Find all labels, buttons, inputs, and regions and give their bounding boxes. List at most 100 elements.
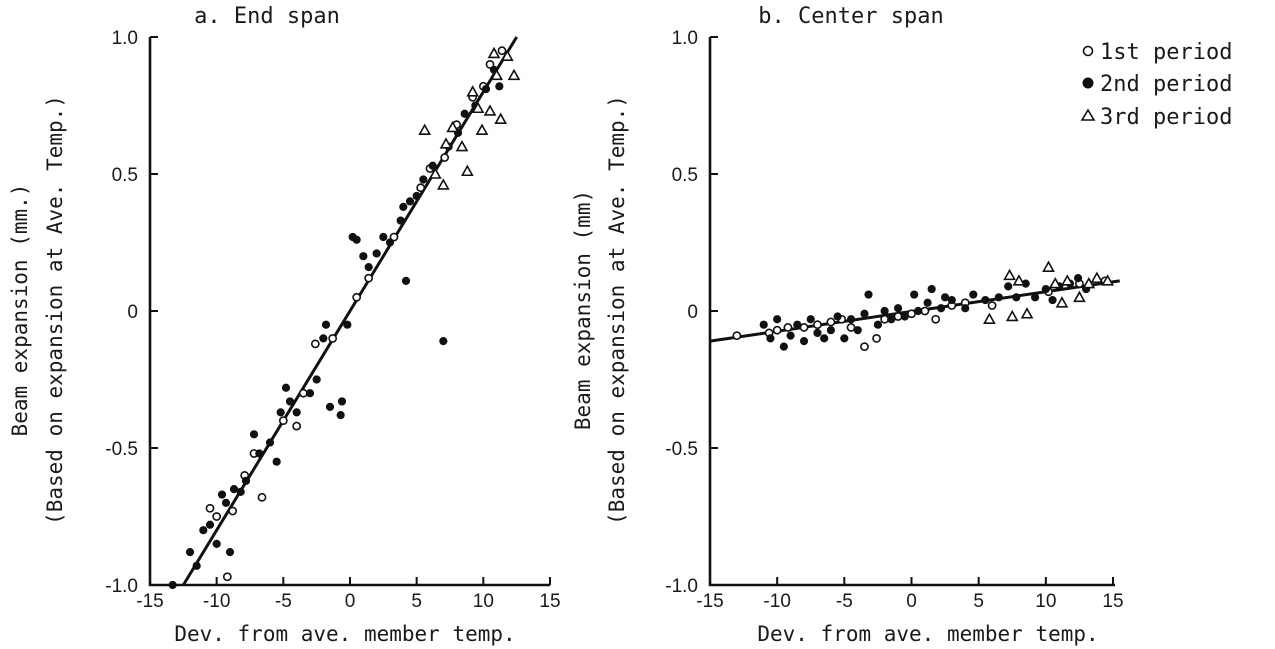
data-point-filled-circle xyxy=(1048,295,1057,305)
data-point-open-circle xyxy=(880,314,890,324)
data-point-filled-circle xyxy=(343,320,352,329)
legend-label: 1st period xyxy=(1100,40,1232,65)
chart-title: a. End span xyxy=(194,4,340,29)
data-point-filled-circle xyxy=(961,304,970,313)
x-tick-label: 10 xyxy=(473,591,494,612)
legend-item-2nd-period: 2nd period xyxy=(1082,72,1232,97)
legend-item-3rd-period: 3rd period xyxy=(1080,105,1232,130)
data-point-filled-circle xyxy=(779,342,788,351)
data-point-filled-circle xyxy=(281,383,291,392)
x-tick-label: 10 xyxy=(1035,591,1056,612)
legend-filled-circle-icon xyxy=(1082,77,1094,89)
data-point-filled-circle xyxy=(272,457,281,466)
y-axis-label-line1: Beam expansion (mm.) xyxy=(8,184,32,437)
data-point-filled-circle xyxy=(241,476,251,485)
data-point-open-triangle xyxy=(1090,271,1104,283)
y-tick-label: -0.5 xyxy=(665,439,698,460)
data-point-open-triangle xyxy=(507,68,521,81)
data-point-filled-circle xyxy=(1004,282,1013,291)
data-point-filled-circle xyxy=(873,320,883,329)
data-point-open-triangle xyxy=(439,137,453,149)
data-point-open-circle xyxy=(298,388,308,398)
data-point-filled-circle xyxy=(893,304,903,313)
data-point-open-circle xyxy=(907,309,916,319)
data-point-open-triangle xyxy=(418,123,432,135)
data-point-open-circle xyxy=(893,312,903,321)
legend-item-1st-period: 1st period xyxy=(1082,40,1232,65)
data-point-filled-circle xyxy=(969,290,978,299)
data-point-open-triangle xyxy=(490,68,504,81)
x-tick-label: -5 xyxy=(275,591,292,612)
data-point-open-circle xyxy=(485,60,495,69)
data-point-open-circle xyxy=(222,572,232,582)
data-point-filled-circle xyxy=(994,293,1003,302)
data-point-open-triangle xyxy=(1020,307,1034,319)
data-point-filled-circle xyxy=(864,290,873,299)
data-point-filled-circle xyxy=(759,320,768,329)
data-point-open-circle xyxy=(846,323,856,332)
data-point-open-triangle xyxy=(436,178,450,190)
data-point-filled-circle xyxy=(840,334,849,343)
data-point-open-circle xyxy=(352,292,362,302)
x-tick-label: 15 xyxy=(1102,591,1123,612)
data-point-open-triangle xyxy=(500,49,514,61)
data-point-filled-circle xyxy=(860,309,869,318)
legend-label: 3rd period xyxy=(1100,105,1232,130)
data-point-open-circle xyxy=(389,232,399,242)
data-point-filled-circle xyxy=(887,315,896,324)
data-point-filled-circle xyxy=(225,548,235,557)
data-point-filled-circle xyxy=(936,304,946,313)
regression-line xyxy=(182,36,518,586)
x-tick-label: 5 xyxy=(973,591,984,612)
data-points xyxy=(168,36,521,590)
data-point-filled-circle xyxy=(249,430,259,439)
data-point-filled-circle xyxy=(236,487,245,496)
data-point-open-circle xyxy=(860,342,869,352)
x-axis-label: Dev. from ave. member temp. xyxy=(757,622,1098,646)
data-point-filled-circle xyxy=(255,449,264,458)
data-point-open-circle xyxy=(416,183,426,193)
data-point-filled-circle xyxy=(336,411,345,420)
legend: 1st period 2nd period 3rd period xyxy=(1080,40,1232,130)
data-point-filled-circle xyxy=(773,315,782,324)
data-point-filled-circle xyxy=(221,498,231,507)
data-point-filled-circle xyxy=(799,337,809,346)
data-point-filled-circle xyxy=(1012,293,1021,302)
y-tick-label: 0.5 xyxy=(672,165,698,186)
data-point-filled-circle xyxy=(428,161,437,170)
data-point-filled-circle xyxy=(880,306,889,316)
data-point-open-triangle xyxy=(466,85,480,97)
data-point-filled-circle xyxy=(766,334,775,343)
data-point-open-triangle xyxy=(1060,274,1074,286)
legend-label: 2nd period xyxy=(1100,72,1232,97)
data-point-filled-circle xyxy=(265,438,275,447)
data-point-filled-circle xyxy=(927,284,936,294)
tick-group: -15 -10 -5 0 5 10 15 1.0 0.5 0 -0.5 -1.0 xyxy=(665,28,1123,612)
data-point-filled-circle xyxy=(1073,274,1083,283)
data-point-open-circle xyxy=(497,46,507,56)
data-point-filled-circle xyxy=(846,315,856,324)
data-point-filled-circle xyxy=(813,328,822,338)
data-point-filled-circle xyxy=(481,84,491,94)
data-point-filled-circle xyxy=(914,306,923,316)
data-point-open-circle xyxy=(826,317,836,327)
x-tick-label: -10 xyxy=(763,591,790,612)
data-point-open-triangle xyxy=(1055,296,1069,308)
data-point-filled-circle xyxy=(168,580,177,590)
data-point-filled-circle xyxy=(940,293,950,302)
data-point-filled-circle xyxy=(292,408,301,417)
data-point-open-circle xyxy=(278,416,288,425)
data-point-filled-circle xyxy=(229,485,239,494)
x-tick-label: -15 xyxy=(136,591,163,612)
data-point-open-circle xyxy=(783,323,793,332)
data-point-open-circle xyxy=(212,512,222,521)
data-point-filled-circle xyxy=(359,252,368,261)
data-point-open-triangle xyxy=(1005,309,1019,322)
data-point-open-circle xyxy=(872,333,881,343)
data-point-filled-circle xyxy=(419,175,428,184)
data-point-open-circle xyxy=(920,306,930,316)
data-point-filled-circle xyxy=(412,191,421,201)
y-axis-label-line2: (Based on expansion at Ave. Temp.) xyxy=(43,95,67,525)
data-point-filled-circle xyxy=(312,375,321,384)
